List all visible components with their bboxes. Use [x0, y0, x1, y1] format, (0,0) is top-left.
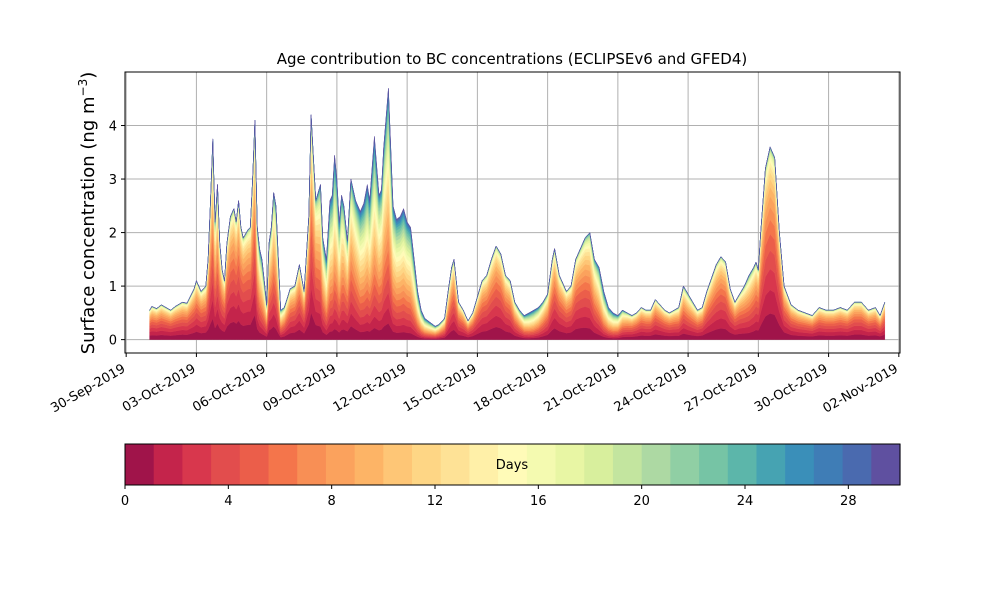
colorbar-swatch — [354, 444, 384, 485]
colorbar-swatch — [153, 444, 183, 485]
colorbar-swatch — [842, 444, 872, 485]
colorbar-swatch — [555, 444, 585, 485]
colorbar-swatch — [125, 444, 155, 485]
colorbar: 0 4 8 12 16 20 24 28 — [121, 443, 901, 509]
colorbar-swatch — [526, 444, 557, 485]
y-axis-label: Surface concentration (ng m−3) — [76, 72, 99, 355]
colorbar-tick-label: 8 — [328, 494, 336, 509]
colorbar-frame — [124, 443, 901, 486]
colorbar-swatch — [699, 444, 729, 485]
colorbar-label: Days — [496, 458, 529, 473]
colorbar-swatch — [871, 444, 901, 485]
colorbar-swatch — [383, 444, 413, 485]
y-tick-label: 2 — [109, 227, 117, 242]
colorbar-swatch — [211, 444, 241, 485]
colorbar-swatch — [498, 444, 528, 485]
y-tick-label: 1 — [109, 280, 117, 295]
colorbar-tick-label: 24 — [737, 494, 754, 509]
colorbar-swatch — [268, 444, 298, 485]
colorbar-swatch — [612, 444, 643, 485]
plot-frame — [124, 71, 901, 354]
x-tick-label: 30-Sep-2019 — [48, 361, 128, 416]
x-tick-label: 03-Oct-2019 — [120, 361, 198, 415]
x-tick-label: 18-Oct-2019 — [471, 361, 549, 415]
colorbar-swatch — [469, 444, 499, 485]
colorbar-swatch — [297, 444, 327, 485]
colorbar-swatch — [584, 444, 614, 485]
colorbar-swatch — [727, 444, 758, 485]
colorbar-tick-label: 4 — [224, 494, 232, 509]
x-tick-label: 12-Oct-2019 — [331, 361, 409, 415]
x-tick-label: 27-Oct-2019 — [682, 361, 760, 415]
y-tick-label: 4 — [109, 120, 117, 135]
colorbar-tick-label: 20 — [633, 494, 650, 509]
colorbar-swatch — [756, 444, 786, 485]
y-tick-label: 0 — [109, 334, 117, 349]
y-tick-label: 3 — [109, 173, 117, 188]
x-tick-label: 09-Oct-2019 — [261, 361, 339, 415]
colorbar-swatch — [670, 444, 700, 485]
x-tick-label: 21-Oct-2019 — [541, 361, 619, 415]
chart-title: Age contribution to BC concentrations (E… — [277, 50, 748, 68]
x-tick-label: 02-Nov-2019 — [821, 361, 901, 416]
colorbar-swatch — [641, 444, 671, 485]
colorbar-swatch — [785, 444, 815, 485]
colorbar-swatch — [813, 444, 844, 485]
colorbar-swatch — [412, 444, 442, 485]
x-tick-label: 06-Oct-2019 — [190, 361, 268, 415]
colorbar-swatch — [440, 444, 471, 485]
stacked-age-areas — [149, 88, 885, 340]
colorbar-tick-label: 28 — [840, 494, 857, 509]
x-tick-label: 24-Oct-2019 — [612, 361, 690, 415]
colorbar-tick-label: 16 — [530, 494, 547, 509]
x-tick-label: 30-Oct-2019 — [752, 361, 830, 415]
colorbar-swatch — [239, 444, 270, 485]
colorbar-swatch — [325, 444, 356, 485]
x-tick-label: 15-Oct-2019 — [401, 361, 479, 415]
colorbar-tick-label: 0 — [121, 494, 129, 509]
colorbar-tick-label: 12 — [427, 494, 444, 509]
colorbar-swatch — [182, 444, 212, 485]
age-layer-26 — [149, 88, 885, 327]
